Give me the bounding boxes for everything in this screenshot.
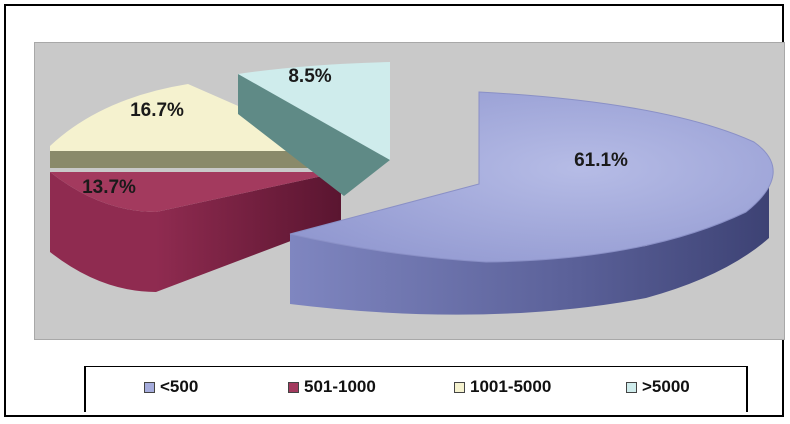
pie-chart-svg: 61.1% 13.7% 16.7% 8.5% [50, 62, 774, 315]
legend-swatch-1001-5000 [454, 381, 465, 393]
legend-item-501-1000: 501-1000 [288, 377, 376, 397]
slice-501-1000-top [50, 172, 341, 212]
data-label-501-1000: 13.7% [82, 177, 136, 198]
chart-frame: 61.1% 13.7% 16.7% 8.5% <500 501-1000 100… [4, 4, 785, 417]
legend-swatch-under-500 [144, 381, 155, 393]
data-label-under-500: 61.1% [574, 150, 628, 171]
data-label-1001-5000: 16.7% [130, 100, 184, 121]
slice-over-5000-top [238, 62, 390, 160]
legend-label-501-1000: 501-1000 [304, 377, 376, 396]
legend-item-over-5000: >5000 [626, 377, 690, 397]
data-label-over-5000: 8.5% [288, 66, 331, 87]
slice-1001-5000-side [50, 151, 341, 168]
legend-item-1001-5000: 1001-5000 [454, 377, 551, 397]
slice-under-500-side [290, 172, 769, 315]
chart-legend: <500 501-1000 1001-5000 >5000 [84, 366, 748, 412]
legend-item-under-500: <500 [144, 377, 198, 397]
legend-swatch-over-5000 [626, 381, 637, 393]
slice-under-500-top [289, 91, 774, 263]
legend-label-1001-5000: 1001-5000 [470, 377, 552, 396]
legend-label-under-500: <500 [160, 377, 199, 396]
slice-over-5000-side [238, 74, 390, 196]
legend-label-over-5000: >5000 [642, 377, 690, 396]
slice-501-1000-side [50, 172, 156, 292]
legend-swatch-501-1000 [288, 381, 299, 393]
